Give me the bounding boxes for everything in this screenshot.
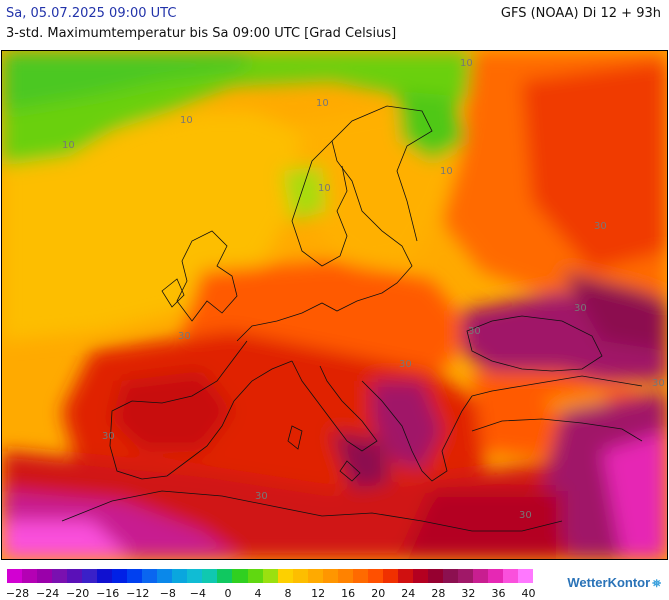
legend-swatch <box>488 569 504 583</box>
legend-tick-label: 40 <box>521 587 536 600</box>
legend-tick-label: 36 <box>491 587 506 600</box>
color-scale-legend <box>7 569 534 587</box>
legend-swatch <box>172 569 188 583</box>
legend-swatch <box>187 569 203 583</box>
legend-swatch <box>472 569 488 583</box>
legend-tick-label: 16 <box>341 587 356 600</box>
contour-label: 10 <box>316 98 329 109</box>
legend-swatch <box>337 569 353 583</box>
legend-swatch <box>52 569 68 583</box>
legend-swatch <box>518 569 534 583</box>
legend-swatch <box>382 569 398 583</box>
model-run-label: GFS (NOAA) Di 12 + 93h <box>500 6 661 21</box>
contour-label: 30 <box>519 510 532 521</box>
legend-tick-label: −12 <box>126 587 150 600</box>
legend-swatch <box>397 569 413 583</box>
legend-swatch <box>292 569 308 583</box>
legend-swatch <box>307 569 323 583</box>
legend-swatch <box>322 569 338 583</box>
contour-label: 10 <box>440 166 453 177</box>
legend-swatch <box>442 569 458 583</box>
legend-swatch <box>7 569 23 583</box>
legend-swatch <box>97 569 113 583</box>
legend-swatch <box>352 569 368 583</box>
contour-label: 10 <box>460 58 473 69</box>
legend-swatch <box>202 569 218 583</box>
legend-swatch <box>37 569 53 583</box>
legend-swatch <box>412 569 428 583</box>
legend-swatch <box>112 569 128 583</box>
legend-tick-label: −8 <box>159 587 176 600</box>
legend-swatch <box>67 569 83 583</box>
legend-tick-label: −20 <box>66 587 90 600</box>
weather-station-icon: ⛯ <box>652 578 661 590</box>
legend-swatch <box>217 569 233 583</box>
legend-swatch <box>247 569 263 583</box>
contour-label: 30 <box>102 431 115 442</box>
legend-swatch <box>232 569 248 583</box>
contour-label: 10 <box>318 183 331 194</box>
contour-label: 30 <box>255 491 268 502</box>
legend-swatch <box>142 569 158 583</box>
legend-swatch <box>457 569 473 583</box>
contour-label: 30 <box>468 326 481 337</box>
legend-swatch <box>82 569 98 583</box>
temperature-field <box>2 51 667 559</box>
contour-label: 30 <box>399 359 412 370</box>
legend-swatch <box>157 569 173 583</box>
legend-tick-label: −16 <box>96 587 120 600</box>
legend-tick-label: −4 <box>189 587 206 600</box>
temperature-map: 10 10 10 10 10 10 30 30 30 30 30 30 30 3… <box>1 50 668 560</box>
map-description: 3-std. Maximumtemperatur bis Sa 09:00 UT… <box>6 26 397 41</box>
legend-swatch <box>22 569 38 583</box>
legend-swatch <box>277 569 293 583</box>
forecast-date: Sa, 05.07.2025 09:00 UTC <box>6 6 177 21</box>
contour-labels: 10 10 10 10 10 10 30 30 30 30 30 30 30 3… <box>62 58 665 521</box>
legend-tick-label: 8 <box>284 587 292 600</box>
contour-label: 30 <box>652 378 665 389</box>
color-scale-ticks: −28 −24 −20 −16 −12 −8 −4 0 4 8 12 16 20 24 28 32 36 40 <box>5 587 536 600</box>
legend-swatch <box>427 569 443 583</box>
legend-swatch <box>503 569 519 583</box>
legend-tick-label: 12 <box>311 587 326 600</box>
contour-label: 10 <box>180 115 193 126</box>
coastlines <box>61 105 643 532</box>
legend-tick-label: 20 <box>371 587 386 600</box>
legend-tick-label: 4 <box>254 587 262 600</box>
legend-swatch <box>127 569 143 583</box>
legend-tick-label: 24 <box>401 587 416 600</box>
contour-label: 30 <box>574 303 587 314</box>
legend-tick-label: 32 <box>461 587 476 600</box>
contour-label: 30 <box>178 331 191 342</box>
legend-swatch <box>262 569 278 583</box>
legend-tick-label: 28 <box>431 587 446 600</box>
wetterkontor-logo: WetterKontor ⛯ <box>567 575 661 590</box>
legend-tick-label: −28 <box>5 587 30 600</box>
contour-label: 30 <box>594 221 607 232</box>
legend-tick-label: −24 <box>35 587 60 600</box>
legend-swatch <box>367 569 383 583</box>
contour-label: 10 <box>62 140 75 151</box>
legend-tick-label: 0 <box>224 587 232 600</box>
